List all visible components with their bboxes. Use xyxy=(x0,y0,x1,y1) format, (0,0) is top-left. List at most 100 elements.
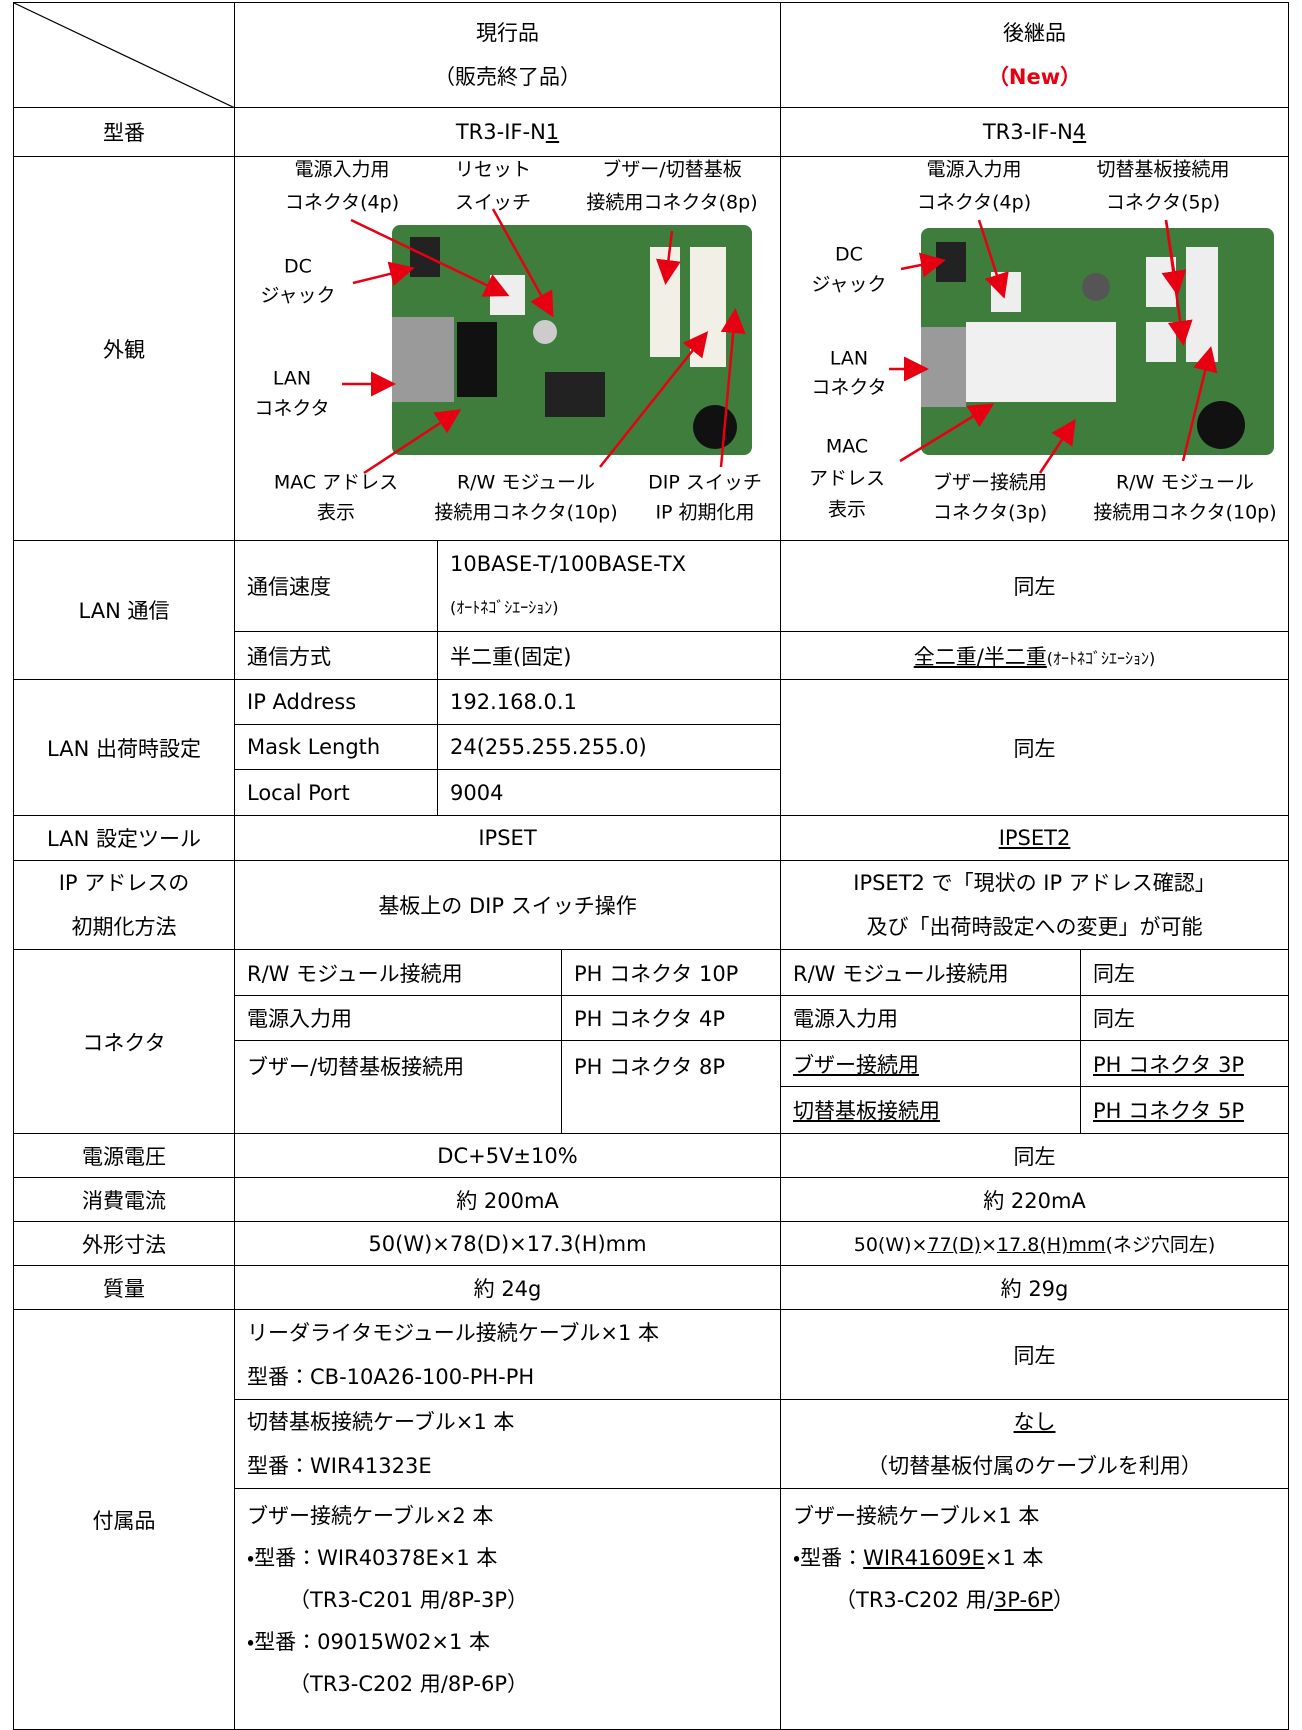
text: 型番：WIR41323E xyxy=(247,1454,432,1478)
row-label: 消費電流 xyxy=(13,1177,235,1222)
text: 全二重/半二重 xyxy=(913,644,1047,669)
text: IPSET2 で「現状の IP アドレス確認」 xyxy=(853,871,1216,895)
cell: 同左 xyxy=(1080,949,1290,996)
row: 電源入力用 PH コネクタ 4P 電源入力用 同左 xyxy=(14,995,1290,1041)
cell: リーダライタモジュール接続ケーブル×1 本型番：CB-10A26-100-PH-… xyxy=(233,1309,782,1400)
row-label: コネクタ xyxy=(13,949,235,1134)
callout: コネクタ xyxy=(811,377,886,399)
cell: ブザー/切替基板接続用 xyxy=(234,1040,562,1134)
cell: 50(W)×78(D)×17.3(H)mm xyxy=(233,1221,782,1266)
row: Local Port 9004 xyxy=(14,769,1289,816)
callout: 切替基板接続用 xyxy=(1097,159,1230,181)
text: 及び「出荷時設定への変更」が可能 xyxy=(866,915,1203,939)
callout: ジャック xyxy=(260,285,335,307)
cell: 24(255.255.255.0) xyxy=(436,724,782,770)
cell: 約 24g xyxy=(233,1265,782,1310)
text: ×1 本 xyxy=(984,1546,1044,1570)
cell: TR3-IF-N1 xyxy=(233,107,782,157)
text-line: （TR3-C202 用/3P-6P） xyxy=(793,1579,1276,1621)
text: PH コネクタ 3P xyxy=(1093,1052,1245,1077)
cell: 切替基板接続ケーブル×1 本型番：WIR41323E xyxy=(233,1399,782,1489)
callout: 電源入力用 xyxy=(294,159,389,181)
header-row: 現行品 （販売終了品） 後継品 （New） xyxy=(13,2,1290,108)
cell: 192.168.0.1 xyxy=(436,679,782,725)
cell: なし （切替基板付属のケーブルを利用） xyxy=(780,1399,1290,1489)
header-text: （New） xyxy=(987,65,1082,89)
text: （TR3-C201 用/8P-3P） xyxy=(289,1588,529,1612)
text: 50(W)× xyxy=(853,1234,928,1256)
cell: IP Address xyxy=(234,679,438,725)
cell: 同左 xyxy=(780,1133,1290,1178)
header-text: 後継品 xyxy=(1003,21,1067,45)
row: LAN 通信 通信速度 10BASE-T/100BASE-TX (ｵｰﾄﾈｺﾞｼｴ… xyxy=(13,540,1290,680)
callout: ブザー接続用 xyxy=(933,471,1047,494)
header-cell: 現行品 （販売終了品） xyxy=(233,2,782,108)
cell: 同左 xyxy=(780,1309,1290,1400)
callout: 表示 xyxy=(828,499,866,521)
text: PH コネクタ 5P xyxy=(1093,1099,1245,1123)
text: 4 xyxy=(1072,120,1087,144)
callout: DC xyxy=(284,256,312,278)
callout: 接続用コネクタ(10p) xyxy=(434,502,617,524)
text: TR3-IF-N xyxy=(982,120,1073,144)
header-text: 現行品 xyxy=(476,21,539,45)
cell: 通信方式 xyxy=(234,631,438,680)
row-label: 付属品 xyxy=(13,1309,235,1730)
cell: R/W モジュール接続用 xyxy=(234,949,562,996)
row: 切替基板接続ケーブル×1 本型番：WIR41323E なし （切替基板付属のケーブ… xyxy=(14,1399,1290,1489)
cell: IPSET2 で「現状の IP アドレス確認」 及び「出荷時設定への変更」が可能 xyxy=(780,860,1290,950)
row: 型番 TR3-IF-N1 TR3-IF-N4 xyxy=(13,107,1290,157)
cell: ブザー接続ケーブル×1 本・型番：WIR41609E×1 本（TR3-C202 … xyxy=(780,1488,1290,1730)
cell: PH コネクタ 4P xyxy=(560,995,782,1041)
row-label: 型番 xyxy=(13,107,235,157)
cell: PH コネクタ 10P xyxy=(560,949,782,996)
cell: 50(W)×77(D)×17.8(H)mm(ネジ穴同左) xyxy=(780,1221,1290,1266)
row: ブザー接続ケーブル×2 本・型番：WIR40378E×1 本 （TR3-C201 … xyxy=(14,1488,1290,1730)
cell: PH コネクタ 3P xyxy=(1080,1040,1290,1087)
callout: MAC アドレス xyxy=(274,472,398,494)
text: IPSET2 xyxy=(998,826,1071,850)
cell: IPSET xyxy=(233,815,782,861)
text: (ｵｰﾄﾈｺﾞｼｴｰｼｮﾝ) xyxy=(450,598,559,617)
row: 質量 約 24g 約 29g xyxy=(13,1265,1290,1310)
text: 切替基板接続ケーブル×1 本 xyxy=(247,1410,515,1434)
row-label: 質量 xyxy=(13,1265,235,1310)
row: 消費電流 約 200mA 約 220mA xyxy=(13,1177,1290,1222)
photo-cell: 電源入力用 コネクタ(4p) リセット スイッチ ブザー/切替基板 接続用コネクタ(8… xyxy=(233,156,782,541)
comparison-table: 現行品 （販売終了品） 後継品 （New） 型番 TR3-IF-N1 TR3-IF-… xyxy=(13,2,1290,1730)
callout: コネクタ(3p) xyxy=(933,502,1047,524)
text: 初期化方法 xyxy=(71,915,177,939)
text: 17.8(H)mm xyxy=(997,1234,1106,1256)
header-cell: 後継品 （New） xyxy=(780,2,1290,108)
text: ・型番：09015W02×1 本 xyxy=(247,1630,491,1654)
text: IP アドレスの xyxy=(58,871,190,895)
callout: 接続用コネクタ(8p) xyxy=(586,192,757,214)
row: LAN 出荷時設定 IP Address 192.168.0.1 同左 xyxy=(13,679,1290,816)
callout: スイッチ xyxy=(455,192,531,214)
cell: 全二重/半二重(ｵｰﾄﾈｺﾞｼｴｰｼｮﾝ) xyxy=(780,631,1290,680)
row: コネクタ R/W モジュール接続用 PH コネクタ 10P R/W モジュール接… xyxy=(13,949,1290,1134)
cell: 同左 xyxy=(780,540,1290,632)
cell: Mask Length xyxy=(234,724,438,770)
cell: 約 200mA xyxy=(233,1177,782,1222)
callout: 接続用コネクタ(10p) xyxy=(1093,502,1276,524)
cell: 10BASE-T/100BASE-TX (ｵｰﾄﾈｺﾞｼｴｰｼｮﾝ) xyxy=(436,540,782,632)
text: 切替基板接続用 xyxy=(793,1099,941,1123)
callout: 表示 xyxy=(317,502,355,524)
cell: 半二重(固定) xyxy=(436,631,782,680)
callout: コネクタ(4p) xyxy=(285,192,399,214)
callout: MAC xyxy=(826,436,868,458)
callout: R/W モジュール xyxy=(1116,472,1254,494)
row: 通信方式 半二重(固定) 全二重/半二重(ｵｰﾄﾈｺﾞｼｴｰｼｮﾝ) xyxy=(14,631,1290,680)
row-label: LAN 設定ツール xyxy=(13,815,235,861)
callout: DC xyxy=(835,244,863,266)
text: ・型番： xyxy=(793,1546,864,1570)
row-label: 外形寸法 xyxy=(13,1221,235,1266)
corner-cell xyxy=(13,2,235,108)
cell: 切替基板接続用 xyxy=(780,1086,1082,1134)
text: （TR3-C202 用/ xyxy=(835,1588,994,1612)
cell: 約 29g xyxy=(780,1265,1290,1310)
row-label: LAN 通信 xyxy=(13,540,235,680)
